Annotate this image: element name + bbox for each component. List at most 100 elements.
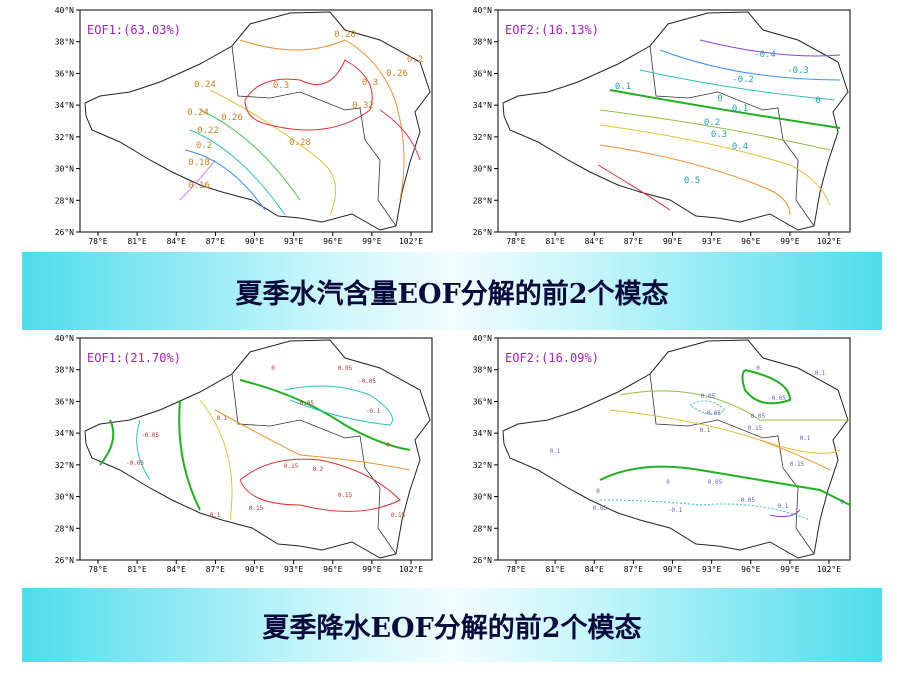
- contour-line: [609, 409, 841, 454]
- lat-label: 30°N: [55, 165, 74, 174]
- lon-label: 96°E: [323, 237, 342, 246]
- lat-label: 36°N: [55, 69, 74, 78]
- contour-line: [759, 439, 831, 471]
- lat-label: 40°N: [473, 334, 492, 343]
- lat-label: 40°N: [55, 6, 74, 15]
- map-frame: [79, 9, 433, 233]
- contour-label: 0.3: [273, 81, 289, 91]
- lat-label: 26°N: [473, 228, 492, 237]
- lat-label: 26°N: [55, 228, 74, 237]
- contour-label: 0.18: [188, 158, 210, 168]
- region-outline: [84, 339, 431, 559]
- lat-label: 34°N: [55, 101, 74, 110]
- contour-line: [178, 399, 201, 511]
- contour-label: -0.2: [732, 75, 754, 85]
- contour-label: 0.1: [800, 435, 811, 442]
- lat-label: 28°N: [473, 524, 492, 533]
- lon-label: 84°E: [585, 565, 604, 574]
- region-outline: [502, 339, 849, 559]
- lat-label: 34°N: [473, 101, 492, 110]
- lon-label: 90°E: [663, 237, 682, 246]
- contour-label: -0.1: [366, 408, 381, 415]
- contour-label: 0.05: [338, 365, 353, 372]
- contour-label: 0: [840, 499, 844, 506]
- lat-label: 30°N: [473, 165, 492, 174]
- contour-label: 0.2: [407, 55, 423, 65]
- contour-label: 0: [756, 365, 760, 372]
- contour-label: 0.24: [187, 108, 209, 118]
- contour-label: 0.1: [615, 82, 631, 92]
- panel-title: EOF1:(21.70%): [87, 351, 181, 365]
- contour-line: [609, 89, 841, 129]
- contour-label: -0.05: [768, 395, 786, 402]
- lon-label: 96°E: [741, 237, 760, 246]
- lat-label: 26°N: [473, 556, 492, 565]
- contour-label: 0.3: [362, 78, 378, 88]
- contour-label: 0.1: [815, 370, 826, 377]
- lon-label: 84°E: [167, 565, 186, 574]
- contour-label: 0.2: [313, 466, 324, 473]
- contour-label: -0.05: [141, 432, 159, 439]
- lat-label: 40°N: [473, 6, 492, 15]
- contour-line: [209, 89, 337, 216]
- contour-label: -0.05: [737, 497, 755, 504]
- lon-label: 99°E: [362, 565, 381, 574]
- lon-label: 84°E: [167, 237, 186, 246]
- contour-line: [179, 159, 216, 201]
- contour-label: 0.15: [790, 461, 805, 468]
- boundary: [649, 373, 815, 555]
- lon-label: 102°E: [399, 237, 423, 246]
- region-outline: [84, 11, 431, 231]
- contour-label: -0.05: [126, 460, 144, 467]
- contour-label: -0.1: [668, 507, 683, 514]
- contour-label: 0.22: [197, 126, 219, 136]
- lon-label: 81°E: [127, 565, 146, 574]
- contour-label: 0.15: [284, 463, 299, 470]
- region-outline: [502, 11, 849, 231]
- contour-label: 0.3: [711, 130, 727, 140]
- contour-line: [619, 390, 850, 421]
- lat-label: 28°N: [55, 524, 74, 533]
- contour-line: [239, 39, 405, 201]
- lon-label: 87°E: [206, 237, 225, 246]
- lat-label: 36°N: [473, 69, 492, 78]
- lon-label: 93°E: [702, 565, 721, 574]
- contour-line: [184, 149, 266, 211]
- contour-line: [284, 385, 393, 426]
- contour-line: [639, 69, 836, 101]
- contour-label: 0.16: [188, 181, 210, 191]
- contour-label: 0.2: [196, 141, 212, 151]
- lat-label: 38°N: [473, 366, 492, 375]
- lon-label: 93°E: [284, 565, 303, 574]
- contour-label: 0.5: [684, 176, 700, 186]
- contour-line: [239, 458, 401, 512]
- contour-label: 0: [666, 479, 670, 486]
- lon-label: 81°E: [545, 565, 564, 574]
- contour-label: 0.1: [732, 104, 748, 114]
- contour-line: [599, 144, 791, 216]
- contour-line: [599, 465, 851, 506]
- lon-label: 90°E: [663, 565, 682, 574]
- contour-label: -0.05: [358, 378, 376, 385]
- lon-label: 96°E: [323, 565, 342, 574]
- contour-label: 0.15: [249, 505, 264, 512]
- contour-line: [199, 399, 233, 521]
- lon-label: 78°E: [506, 565, 525, 574]
- lat-label: 32°N: [55, 133, 74, 142]
- contour-label: 0.28: [334, 30, 356, 40]
- lat-label: 26°N: [55, 556, 74, 565]
- contour-label: 0.05: [593, 505, 608, 512]
- panel-title: EOF2:(16.13%): [505, 23, 599, 37]
- contour-label: -0.3: [787, 66, 809, 76]
- contour-label: 0.05: [701, 393, 716, 400]
- contour-label: 0.26: [221, 113, 243, 123]
- lon-label: 84°E: [585, 237, 604, 246]
- lat-label: 32°N: [473, 133, 492, 142]
- lon-label: 81°E: [545, 237, 564, 246]
- contour-label: 0.15: [748, 425, 763, 432]
- contour-label: 0.05: [708, 479, 723, 486]
- contour-line: [769, 509, 801, 518]
- contour-line: [659, 49, 841, 81]
